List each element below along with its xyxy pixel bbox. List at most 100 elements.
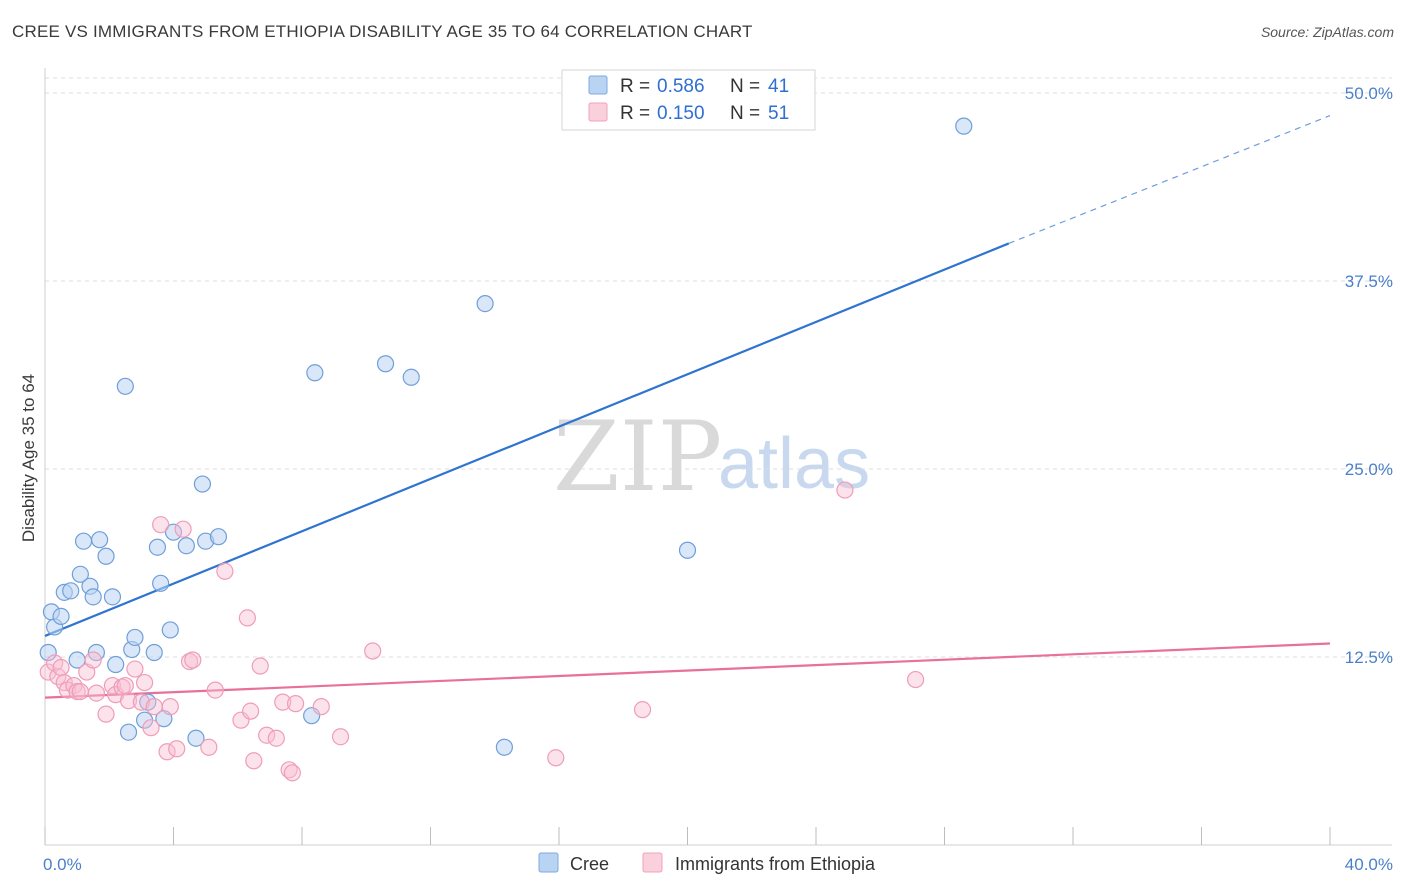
ethiopia-point-10 (84, 651, 102, 669)
cree-point-40 (955, 117, 973, 135)
bottom-legend-swatch-cree (538, 852, 559, 873)
chart-title: CREE VS IMMIGRANTS FROM ETHIOPIA DISABIL… (12, 22, 753, 41)
ethiopia-point-37 (251, 657, 269, 675)
cree-point-27 (164, 523, 183, 541)
ethiopia-point-16 (116, 676, 134, 695)
ethiopia-point-44 (312, 698, 330, 716)
ethiopia-point-30 (200, 738, 218, 756)
cree-point-36 (402, 368, 420, 386)
legend: R = 0.586 N = 41 R = 0.150 N = 51 (561, 69, 816, 131)
ethiopia-points (39, 481, 925, 782)
cree-point-34 (306, 364, 324, 382)
ethiopia-point-31 (206, 681, 224, 699)
cree-point-15 (107, 655, 125, 674)
legend-eth-n-label: N = (730, 103, 760, 124)
y-tick-label-1: 25.0% (1345, 460, 1393, 479)
y-tick-label-2: 37.5% (1345, 272, 1393, 291)
bottom-legend: Cree Immigrants from Ethiopia (538, 852, 876, 874)
cree-point-23 (148, 538, 167, 556)
ethiopia-point-34 (238, 609, 256, 627)
cree-point-35 (376, 355, 395, 373)
ethiopia-point-19 (132, 693, 150, 711)
source-label: Source: ZipAtlas.com (1260, 24, 1394, 40)
cree-point-7 (71, 565, 89, 583)
y-axis-label: Disability Age 35 to 64 (19, 374, 38, 542)
ethiopia-point-45 (331, 728, 350, 746)
cree-point-39 (678, 541, 697, 559)
cree-point-14 (103, 588, 122, 606)
cree-point-10 (84, 588, 102, 606)
cree-points (39, 117, 973, 756)
legend-eth-r-label: R = (620, 103, 650, 124)
legend-cree-r-label: R = (620, 76, 650, 97)
cree-point-13 (97, 547, 115, 565)
ethiopia-point-24 (158, 743, 176, 761)
cree-point-32 (209, 528, 228, 546)
cree-point-17 (119, 723, 138, 741)
ethiopia-point-32 (216, 562, 234, 580)
x-tick-labels: 0.0% 40.0% (43, 855, 1393, 874)
ethiopia-point-17 (119, 692, 138, 710)
cree-point-26 (161, 621, 179, 639)
cree-point-38 (495, 738, 513, 756)
ethiopia-point-38 (258, 726, 276, 744)
axes (44, 68, 1392, 846)
ethiopia-point-46 (364, 642, 382, 660)
bottom-legend-swatch-eth (642, 852, 663, 873)
ethiopia-point-8 (71, 682, 89, 701)
ethiopia-point-36 (245, 752, 263, 770)
ethiopia-point-18 (126, 660, 144, 678)
bottom-legend-cree: Cree (570, 854, 609, 874)
legend-cree-n-label: N = (730, 76, 760, 97)
ethiopia-point-25 (161, 698, 179, 716)
ethiopia-point-49 (836, 481, 854, 499)
watermark-atlas: atlas (718, 424, 870, 504)
cree-point-12 (91, 531, 109, 549)
trendline-ethiopia (44, 642, 1331, 699)
cree-point-29 (187, 729, 205, 747)
legend-cree-n: 41 (768, 76, 789, 97)
cree-point-19 (126, 628, 144, 647)
ethiopia-point-43 (286, 695, 305, 713)
gridlines (45, 77, 1392, 658)
ethiopia-point-42 (283, 764, 301, 782)
cree-point-30 (193, 475, 212, 493)
cree-point-16 (116, 377, 134, 395)
ethiopia-point-2 (49, 667, 67, 686)
bottom-legend-eth: Immigrants from Ethiopia (675, 854, 876, 874)
trendlines (44, 115, 1331, 699)
legend-eth-r: 0.150 (657, 103, 705, 124)
y-tick-labels: 12.5% 25.0% 37.5% 50.0% (1345, 84, 1393, 667)
ethiopia-point-12 (97, 705, 115, 723)
ethiopia-point-40 (274, 693, 292, 711)
legend-eth-n: 51 (768, 103, 789, 124)
ethiopia-point-20 (135, 673, 154, 692)
ethiopia-point-41 (280, 761, 298, 779)
ethiopia-point-11 (87, 684, 106, 702)
legend-swatch-cree (588, 75, 608, 95)
cree-point-8 (74, 532, 93, 550)
y-tick-label-3: 50.0% (1345, 84, 1393, 103)
x-tick-label-0: 0.0% (43, 855, 82, 874)
ethiopia-point-27 (174, 520, 192, 538)
trendline-cree (44, 242, 1010, 637)
trendline-cree-extension (1008, 115, 1331, 244)
cree-point-5 (62, 582, 80, 600)
cree-point-0 (39, 643, 57, 662)
ethiopia-point-47 (547, 749, 565, 767)
cree-point-37 (476, 294, 494, 313)
ethiopia-point-39 (267, 729, 285, 747)
ethiopia-point-23 (152, 516, 170, 534)
ethiopia-point-21 (142, 719, 160, 737)
ethiopia-point-50 (906, 670, 925, 689)
cree-point-3 (52, 607, 70, 626)
legend-cree-r: 0.586 (657, 76, 705, 97)
cree-point-22 (145, 643, 163, 662)
y-tick-label-0: 12.5% (1345, 648, 1393, 667)
cree-point-24 (152, 574, 170, 592)
x-tick-label-1: 40.0% (1345, 855, 1393, 874)
ethiopia-point-26 (168, 740, 186, 758)
cree-point-28 (177, 537, 195, 555)
ethiopia-point-22 (145, 698, 163, 716)
